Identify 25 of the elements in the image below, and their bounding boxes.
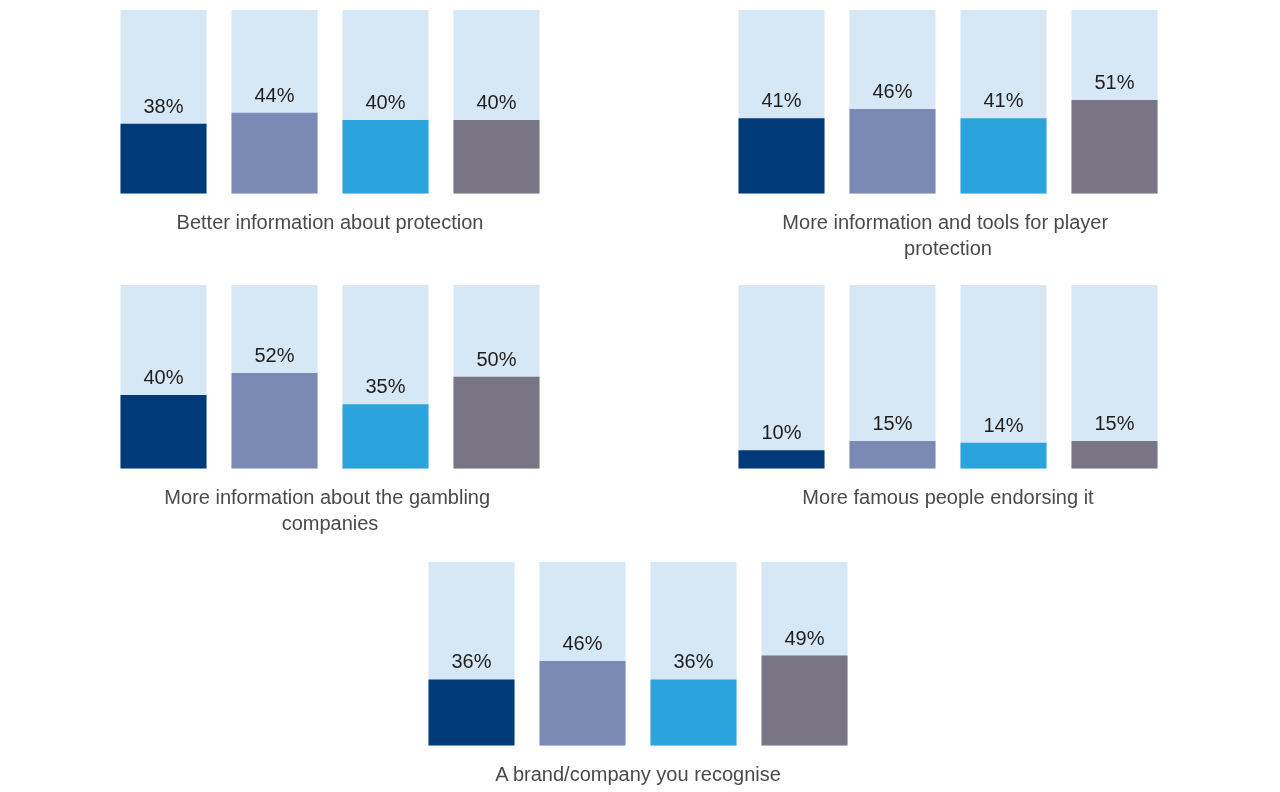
x-axis-title: More information about the gambling companies — [163, 485, 496, 534]
data-label: 40% — [475, 91, 517, 114]
data-label: 38% — [142, 94, 184, 117]
data-label: 41% — [760, 89, 802, 112]
data-label: 50% — [475, 347, 517, 370]
data-label: 36% — [450, 650, 492, 673]
data-label: 14% — [982, 413, 1024, 436]
data-label: 51% — [1093, 70, 1135, 93]
data-label: 36% — [672, 650, 714, 673]
x-axis-title: A brand/company you recognise — [494, 762, 781, 785]
data-label: 46% — [871, 80, 913, 103]
data-label: 35% — [364, 375, 406, 398]
x-axis-title: Better information about protection — [176, 210, 483, 233]
data-label: 15% — [871, 411, 913, 434]
data-label: 40% — [364, 91, 406, 114]
data-label: 46% — [561, 632, 603, 655]
data-label: 40% — [142, 366, 184, 389]
data-label: 52% — [253, 344, 295, 367]
data-label: 49% — [783, 626, 825, 649]
x-axis-title: More information and tools for player protection — [781, 210, 1114, 259]
data-label: 15% — [1093, 411, 1135, 434]
data-label: 44% — [253, 83, 295, 106]
data-label: 41% — [982, 89, 1024, 112]
x-axis-title: More famous people endorsing it — [801, 485, 1094, 508]
data-label: 10% — [760, 421, 802, 444]
